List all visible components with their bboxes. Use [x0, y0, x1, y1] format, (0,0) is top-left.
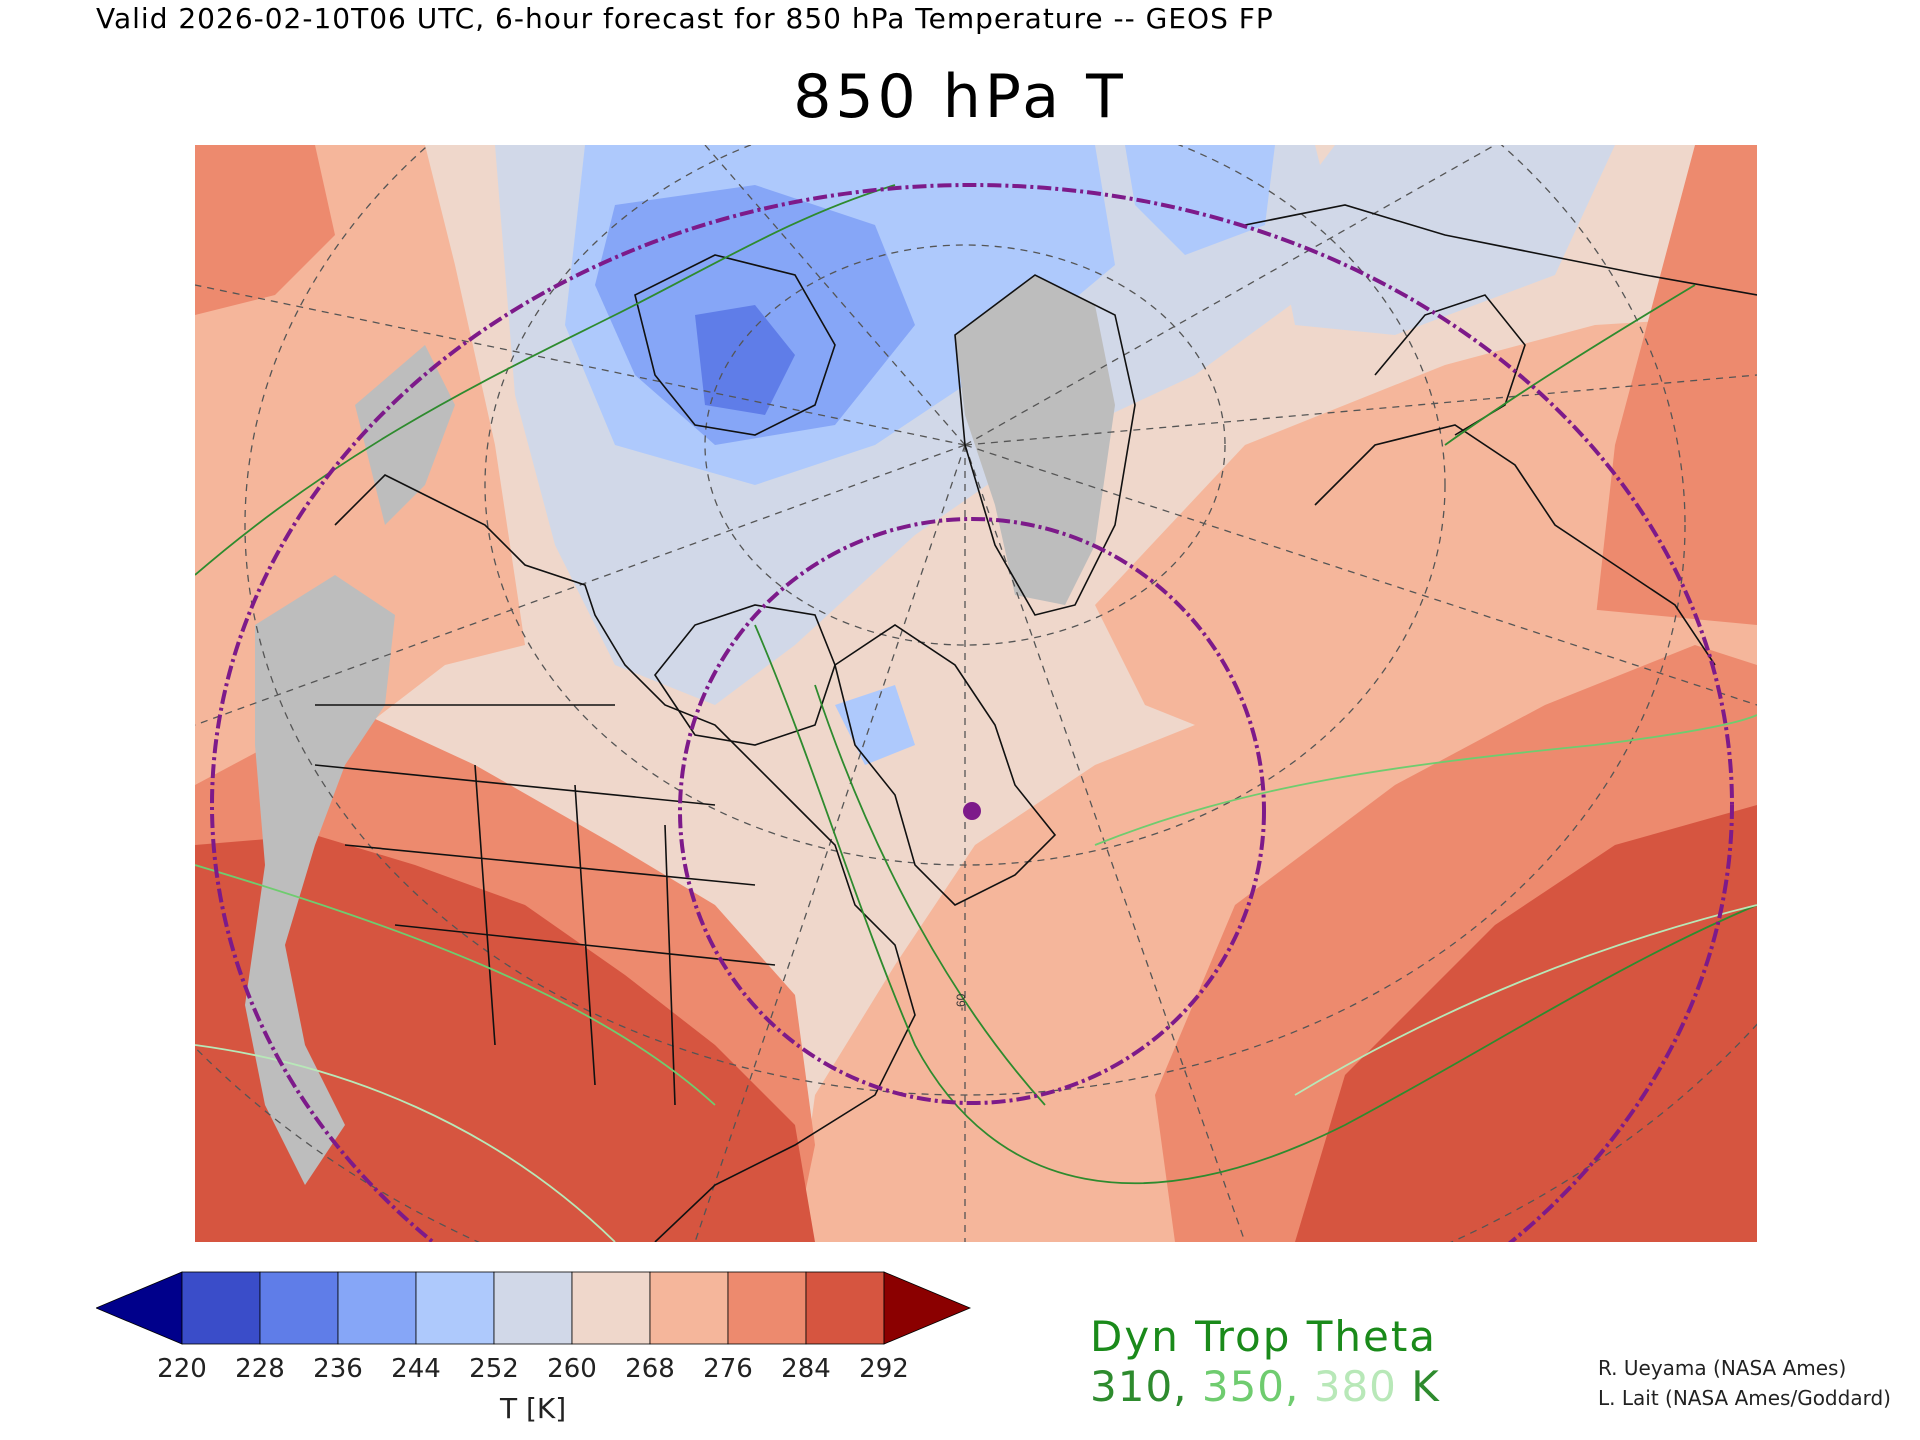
theta-legend-title: Dyn Trop Theta — [1090, 1312, 1438, 1361]
coast-siberia — [1244, 204, 1757, 296]
colorbar-segment — [727, 1271, 807, 1345]
coast-labrador — [834, 624, 1057, 906]
coast-north-america — [334, 474, 916, 1242]
graticule-lon-f — [964, 145, 1496, 446]
valid-time-header: Valid 2026-02-10T06 UTC, 6-hour forecast… — [96, 2, 1274, 35]
temp-region-warmer-northwest — [195, 145, 335, 315]
theta-legend-value: K — [1396, 1362, 1440, 1411]
theta-contour-380-b — [1294, 904, 1757, 1096]
colorbar-segment — [571, 1271, 651, 1345]
colorbar-label: T [K] — [500, 1392, 567, 1425]
colorbar-tick-label: 252 — [469, 1354, 519, 1384]
colorbar-segment — [649, 1271, 729, 1345]
theta-contour-310-b — [754, 624, 1757, 1185]
graticule-lon-i — [195, 284, 966, 446]
theta-contour-380 — [195, 1044, 616, 1242]
colorbar-segment — [259, 1271, 339, 1345]
colorbar-segment — [181, 1271, 261, 1345]
credit-line-1: R. Ueyama (NASA Ames) — [1598, 1356, 1847, 1380]
range-circle-inner — [678, 517, 1266, 1105]
colorbar-tick-label: 292 — [859, 1354, 909, 1384]
colorbar-ticks: 220 228 236 244 252 260 268 276 284 292 — [0, 1354, 1920, 1388]
colorbar-segments — [96, 1271, 972, 1345]
graticule-lon-h — [964, 374, 1757, 446]
colorbar-segment — [415, 1271, 495, 1345]
theta-contour-310 — [195, 184, 896, 576]
colorbar-segment — [337, 1271, 417, 1345]
coast-arctic-islands — [634, 254, 836, 436]
colorbar-segment — [805, 1271, 885, 1345]
range-circle-outer — [210, 183, 1734, 1242]
graticule-lon-b — [694, 444, 966, 1242]
theta-contours — [195, 184, 1757, 1242]
center-point-marker — [963, 802, 981, 820]
colorbar-over-arrow — [883, 1271, 972, 1345]
colorbar-tick-label: 244 — [391, 1354, 441, 1384]
temp-region-hot-us — [195, 835, 815, 1242]
map-title: 850 hPa T — [793, 62, 1127, 132]
theta-legend-values: 310, 350, 380 K — [1090, 1362, 1440, 1411]
colorbar-tick-label: 268 — [625, 1354, 675, 1384]
graticule-lon-c — [964, 444, 1246, 1242]
theta-contour-310-c — [814, 684, 1046, 1106]
temperature-colorbar — [96, 1271, 972, 1345]
colorbar-tick-label: 260 — [547, 1354, 597, 1384]
graticule-lon-g — [704, 145, 966, 446]
coastlines — [314, 204, 1757, 1242]
temp-region-deep-cold-core — [695, 305, 795, 415]
colorbar-tick-label: 228 — [235, 1354, 285, 1384]
theta-legend-value: 350, — [1187, 1362, 1300, 1411]
graticule-lat-80 — [704, 244, 1226, 646]
colorbar-tick-label: 236 — [313, 1354, 363, 1384]
colorbar-under-arrow — [96, 1271, 183, 1345]
coast-us-states — [314, 704, 776, 1106]
credits: R. Ueyama (NASA Ames) L. Lait (NASA Ames… — [1598, 1353, 1891, 1413]
temperature-map: -60 — [195, 145, 1757, 1242]
graticule-lon-d — [964, 444, 1757, 706]
theta-legend-value: 310, — [1090, 1362, 1188, 1411]
coast-greenland — [954, 274, 1136, 616]
coast-europe — [1314, 424, 1716, 666]
terrain-greenland — [955, 275, 1115, 605]
temp-region-cold-siberia — [1275, 145, 1615, 335]
theta-legend-value: 380 — [1299, 1362, 1397, 1411]
colorbar-tick-label: 276 — [703, 1354, 753, 1384]
colorbar-segment — [493, 1271, 573, 1345]
colorbar-tick-label: 284 — [781, 1354, 831, 1384]
range-circles — [210, 183, 1734, 1242]
theta-contour-350-b — [1094, 714, 1757, 846]
grid-label-60: -60 — [954, 993, 968, 1011]
credit-line-2: L. Lait (NASA Ames/Goddard) — [1598, 1386, 1891, 1410]
theta-contour-350 — [195, 864, 716, 1106]
terrain-rockies — [245, 575, 395, 1185]
temp-region-warmer-europe — [1595, 145, 1757, 705]
colorbar-tick-label: 220 — [157, 1354, 207, 1384]
graticule-lon-e — [195, 444, 966, 726]
graticule — [195, 145, 1757, 1242]
theta-contour-310-d — [1444, 284, 1696, 446]
